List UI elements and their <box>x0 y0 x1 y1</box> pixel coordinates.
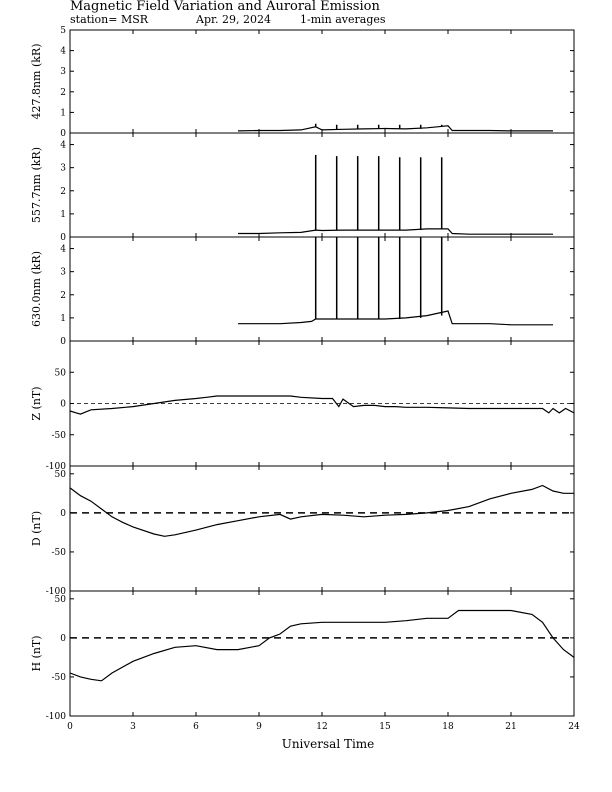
y-axis-label: 427.8nm (kR) <box>30 43 43 119</box>
y-tick-label: 3 <box>60 164 66 174</box>
y-tick-label: 1 <box>60 108 66 118</box>
series-line <box>237 125 553 132</box>
series-line <box>238 228 553 235</box>
y-tick-label: 50 <box>55 368 67 378</box>
panel-frame <box>69 465 575 592</box>
y-tick-label: 0 <box>60 337 66 347</box>
y-tick-label: 1 <box>60 314 66 324</box>
panel-frame <box>69 590 575 717</box>
panel-4: -100 -50 0 50 Z (nT) <box>30 340 575 472</box>
y-tick-label: 3 <box>60 67 66 77</box>
y-axis-label: D (nT) <box>30 511 43 546</box>
x-tick-label: 15 <box>379 722 391 732</box>
y-tick-label: -50 <box>52 431 67 441</box>
x-tick-label: 9 <box>256 722 262 732</box>
y-tick-label: -50 <box>52 673 67 683</box>
x-tick-label: 18 <box>442 722 454 732</box>
y-axis-label: 557.7nm (kR) <box>30 147 43 223</box>
y-axis-label: Z (nT) <box>30 386 43 420</box>
y-tick-label: 0 <box>60 129 66 139</box>
x-tick-label: 24 <box>568 722 580 732</box>
y-tick-label: 4 <box>60 245 66 255</box>
series-line <box>69 395 575 415</box>
y-axis-label: H (nT) <box>30 635 43 671</box>
x-tick-label: 3 <box>130 722 136 732</box>
y-tick-label: 0 <box>60 509 66 519</box>
panel-5: -100 -50 0 50 D (nT) <box>30 465 575 597</box>
averaging-label: 1-min averages <box>300 13 386 26</box>
y-tick-label: 4 <box>60 47 66 57</box>
y-axis-label: 630.0nm (kR) <box>30 251 43 327</box>
y-tick-label: 0 <box>60 233 66 243</box>
y-tick-label: 1 <box>60 210 66 220</box>
y-tick-label: 2 <box>60 88 66 98</box>
x-tick-label: 21 <box>505 722 516 732</box>
panel-frame <box>69 29 575 134</box>
chart-title: Magnetic Field Variation and Auroral Emi… <box>70 0 380 14</box>
y-tick-label: -100 <box>46 587 66 597</box>
y-tick-label: 50 <box>55 470 67 480</box>
x-tick-label: 6 <box>193 722 199 732</box>
x-axis-label: Universal Time <box>282 737 375 751</box>
y-tick-label: 2 <box>60 291 66 301</box>
y-tick-label: 50 <box>55 595 67 605</box>
panel-1: 0 1 2 3 4 5 427.8nm (kR) <box>30 26 575 139</box>
series-line <box>69 609 575 682</box>
panel-6: -100 -50 0 50 H (nT) <box>30 590 575 722</box>
x-tick-label: 12 <box>316 722 327 732</box>
y-tick-label: 2 <box>60 187 66 197</box>
panel-3: 0 1 2 3 4 630.0nm (kR) <box>30 236 575 347</box>
y-tick-label: 5 <box>60 26 66 36</box>
panel-2: 0 1 2 3 4 557.7nm (kR) <box>30 132 575 243</box>
y-tick-label: 0 <box>60 400 66 410</box>
panel-frame <box>69 236 575 342</box>
y-tick-label: -50 <box>52 548 67 558</box>
y-tick-label: -100 <box>46 462 66 472</box>
series-line <box>238 310 553 326</box>
x-tick-label: 0 <box>67 722 73 732</box>
station-label: station= MSR <box>70 13 149 26</box>
date-label: Apr. 29, 2024 <box>195 13 271 26</box>
y-tick-label: -100 <box>46 712 66 722</box>
y-tick-label: 4 <box>60 141 66 151</box>
y-tick-label: 0 <box>60 634 66 644</box>
series-line <box>69 484 574 537</box>
y-tick-label: 3 <box>60 268 66 278</box>
panel-frame <box>69 132 575 238</box>
